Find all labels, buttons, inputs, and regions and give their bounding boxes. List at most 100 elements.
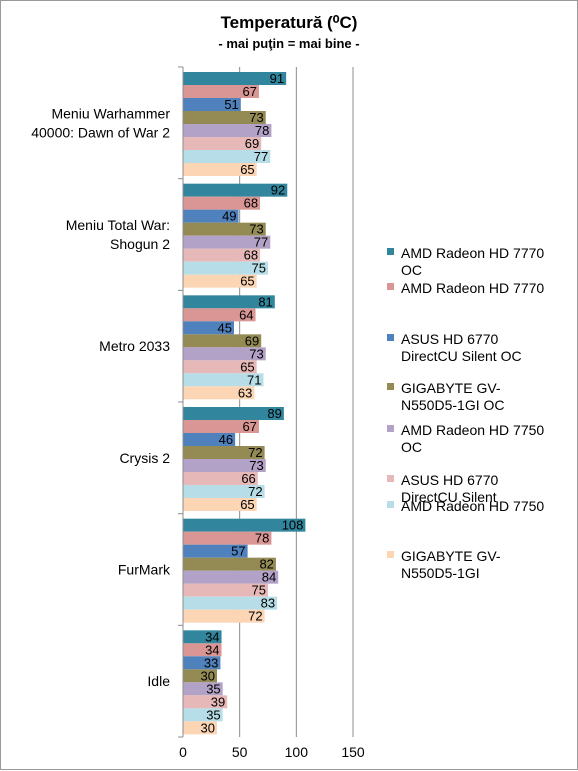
bar <box>183 85 259 98</box>
bar <box>183 222 266 236</box>
bar <box>183 609 265 623</box>
bar <box>183 570 279 584</box>
bar <box>183 682 223 696</box>
category-label: Crysis 2 <box>119 450 170 466</box>
data-label: 75 <box>252 583 266 598</box>
data-label: 45 <box>218 320 232 335</box>
bar <box>183 544 248 558</box>
legend-label-line: OC <box>401 439 422 455</box>
legend-label-line: GIGABYTE GV- <box>401 548 501 564</box>
legend-label-line: GIGABYTE GV- <box>401 380 501 396</box>
legend-swatch <box>387 551 394 558</box>
data-label: 73 <box>249 110 263 125</box>
data-label: 49 <box>222 209 236 224</box>
bar <box>183 347 266 361</box>
chart-title: Temperatură (⁰C) <box>221 13 358 32</box>
data-label: 75 <box>252 261 266 276</box>
data-label: 30 <box>201 668 215 683</box>
bar <box>183 433 236 446</box>
bar <box>183 446 265 459</box>
data-label: 65 <box>240 274 254 289</box>
category-label-line: 40000: Dawn of War 2 <box>31 124 170 140</box>
legend-label-line: N550D5-1GI <box>401 565 480 581</box>
data-label: 89 <box>267 406 281 421</box>
bar <box>183 420 259 433</box>
category-label-line: FurMark <box>118 562 171 578</box>
legend-label-line: DirectCU Silent <box>401 489 497 505</box>
legend-label-line: AMD Radeon HD 7750 <box>401 422 544 438</box>
legend-label-line: AMD Radeon HD 7770 <box>401 245 544 261</box>
data-label: 35 <box>206 707 220 722</box>
data-label: 34 <box>205 642 219 657</box>
data-labels: 9167517378697765926849737768756581644569… <box>201 71 304 735</box>
x-tick-label: 0 <box>179 744 187 760</box>
bar <box>183 557 276 571</box>
data-label: 84 <box>262 570 276 585</box>
category-label-line: Meniu Total War: <box>66 217 170 233</box>
bar <box>183 373 264 387</box>
x-tick-label: 100 <box>285 744 309 760</box>
data-label: 77 <box>254 235 268 250</box>
bar <box>183 150 271 163</box>
legend-swatch <box>387 283 394 290</box>
legend-label: GIGABYTE GV-N550D5-1GI OC <box>401 380 504 413</box>
bar <box>183 321 234 335</box>
legend-label-line: N550D5-1GI OC <box>401 397 504 413</box>
data-label: 51 <box>224 97 238 112</box>
data-label: 68 <box>244 248 258 263</box>
data-label: 69 <box>245 136 259 151</box>
data-label: 57 <box>231 544 245 559</box>
bar <box>183 98 241 111</box>
data-label: 72 <box>248 445 262 460</box>
data-label: 64 <box>239 307 253 322</box>
bar <box>183 295 275 309</box>
bar <box>183 196 261 210</box>
data-label: 35 <box>206 681 220 696</box>
data-label: 83 <box>261 596 275 611</box>
data-label: 72 <box>248 484 262 499</box>
bar <box>183 472 258 485</box>
data-label: 78 <box>255 531 269 546</box>
legend-swatch <box>387 334 394 341</box>
bar <box>183 248 261 262</box>
bar <box>183 308 256 322</box>
data-label: 33 <box>204 655 218 670</box>
bar <box>183 334 262 348</box>
bar <box>183 137 262 150</box>
data-label: 46 <box>219 432 233 447</box>
bar <box>183 235 271 249</box>
legend-swatch <box>387 501 394 508</box>
data-label: 63 <box>238 385 252 400</box>
legend-label-line: OC <box>401 262 422 278</box>
bar <box>183 656 221 670</box>
category-label-line: Metro 2033 <box>99 338 170 354</box>
bar <box>183 163 257 176</box>
data-label: 73 <box>249 222 263 237</box>
data-label: 73 <box>249 458 263 473</box>
bar <box>183 669 217 683</box>
legend-label: AMD Radeon HD 7770 <box>401 280 544 296</box>
data-label: 78 <box>255 123 269 138</box>
legend-label: ASUS HD 6770 DirectCU Silent OC <box>401 331 522 364</box>
data-label: 66 <box>241 471 255 486</box>
bar <box>183 583 268 597</box>
data-label: 30 <box>201 720 215 735</box>
bar <box>183 360 257 374</box>
bar <box>183 459 266 472</box>
legend-swatch <box>387 475 394 482</box>
category-label-line: Crysis 2 <box>119 450 170 466</box>
bar <box>183 407 284 420</box>
bar <box>183 695 228 709</box>
data-label: 65 <box>240 359 254 374</box>
bar <box>183 386 255 400</box>
legend-label-line: DirectCU Silent OC <box>401 348 522 364</box>
bar <box>183 708 223 722</box>
category-label-line: Meniu Warhammer <box>51 105 170 121</box>
legend-swatch <box>387 425 394 432</box>
category-label: Meniu Total War: Shogun 2 <box>66 217 170 252</box>
bars <box>183 72 306 735</box>
data-label: 71 <box>247 372 261 387</box>
gridlines <box>239 67 354 737</box>
data-label: 73 <box>249 346 263 361</box>
